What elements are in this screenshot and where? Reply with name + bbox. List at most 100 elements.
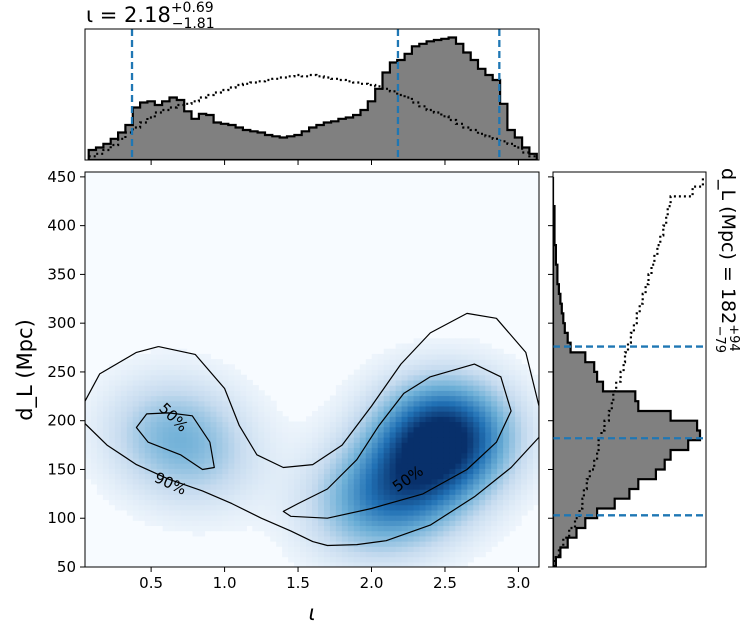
heatmap-cell — [389, 369, 397, 376]
heatmap-cell — [395, 452, 403, 459]
heatmap-cell — [389, 457, 397, 464]
heatmap-cell — [341, 421, 349, 428]
heatmap-cell — [431, 499, 439, 506]
heatmap-cell — [365, 442, 373, 449]
heatmap-cell — [138, 478, 146, 485]
heatmap-cell — [437, 530, 445, 537]
heatmap-cell — [479, 343, 486, 350]
heatmap-cell — [144, 509, 152, 516]
heatmap-cell — [108, 400, 116, 407]
heatmap-cell — [174, 385, 182, 391]
heatmap-cell — [252, 489, 259, 495]
heatmap-cell — [443, 374, 450, 381]
heatmap-cell — [198, 374, 206, 381]
heatmap-cell — [180, 442, 188, 449]
heatmap-cell — [270, 515, 277, 521]
heatmap-cell — [329, 489, 337, 495]
heatmap-cell — [437, 338, 445, 345]
heatmap-cell — [132, 416, 140, 423]
heatmap-cell — [168, 390, 176, 397]
heatmap-cell — [300, 515, 307, 521]
heatmap-cell — [186, 437, 194, 443]
heatmap-cell — [347, 431, 355, 438]
heatmap-cell — [138, 515, 146, 521]
heatmap-cell — [509, 364, 516, 371]
heatmap-cell — [246, 437, 253, 443]
heatmap-cell — [138, 489, 146, 495]
heatmap-cell — [210, 385, 218, 391]
heatmap-cell — [353, 504, 361, 511]
heatmap-cell — [156, 483, 164, 490]
heatmap-cell — [96, 489, 104, 495]
heatmap-cell — [395, 530, 403, 537]
heatmap-cell — [138, 437, 146, 443]
y-tick-label: 150 — [47, 460, 76, 478]
heatmap-cell — [341, 499, 349, 506]
heatmap-cell — [180, 411, 188, 417]
heatmap-cell — [234, 499, 241, 506]
heatmap-cell — [210, 421, 218, 428]
heatmap-cell — [329, 509, 337, 516]
heatmap-cell — [282, 457, 289, 464]
heatmap-cell — [288, 431, 295, 438]
heatmap-cell — [228, 395, 235, 402]
heatmap-cell — [413, 535, 421, 542]
heatmap-cell — [479, 499, 486, 506]
heatmap-cell — [276, 452, 283, 459]
heatmap-cell — [437, 447, 445, 454]
heatmap-cell — [174, 463, 182, 469]
heatmap-cell — [258, 437, 265, 443]
heatmap-cell — [270, 431, 277, 438]
heatmap-cell — [306, 483, 313, 490]
heatmap-cell — [437, 520, 445, 527]
heatmap-cell — [204, 421, 212, 428]
heatmap-cell — [419, 483, 427, 490]
heatmap-cell — [204, 489, 212, 495]
heatmap-cell — [431, 463, 439, 469]
heatmap-cell — [371, 509, 379, 516]
heatmap-cell — [222, 416, 229, 423]
heatmap-cell — [270, 452, 277, 459]
heatmap-cell — [371, 520, 379, 527]
heatmap-cell — [240, 421, 247, 428]
heatmap-cell — [264, 442, 271, 449]
heatmap-cell — [192, 525, 200, 532]
heatmap-cell — [401, 483, 409, 490]
heatmap-cell — [323, 541, 331, 547]
heatmap-cell — [467, 546, 474, 553]
heatmap-cell — [497, 416, 504, 423]
heatmap-cell — [377, 400, 385, 407]
heatmap-cell — [228, 447, 235, 454]
heatmap-cell — [120, 468, 128, 475]
heatmap-cell — [521, 509, 528, 516]
heatmap-cell — [288, 468, 295, 475]
heatmap-cell — [240, 525, 247, 532]
heatmap-cell — [162, 369, 170, 376]
heatmap-cell — [533, 457, 539, 464]
heatmap-cell — [491, 437, 498, 443]
heatmap-cell — [449, 546, 456, 553]
heatmap-cell — [335, 535, 343, 542]
heatmap-cell — [234, 457, 241, 464]
heatmap-cell — [288, 478, 295, 485]
heatmap-cell — [383, 463, 391, 469]
heatmap-cell — [186, 411, 194, 417]
heatmap-cell — [90, 442, 98, 449]
heatmap-cell — [180, 499, 188, 506]
heatmap-cell — [425, 395, 433, 402]
heatmap-cell — [377, 447, 385, 454]
heatmap-cell — [270, 442, 277, 449]
heatmap-cell — [234, 416, 241, 423]
heatmap-cell — [419, 411, 427, 417]
heatmap-cell — [431, 515, 439, 521]
heatmap-cell — [407, 442, 415, 449]
heatmap-cell — [359, 494, 367, 501]
heatmap-cell — [365, 426, 373, 433]
heatmap-cell — [359, 395, 367, 402]
heatmap-cell — [437, 556, 445, 563]
heatmap-cell — [258, 509, 265, 516]
heatmap-cell — [473, 390, 480, 397]
heatmap-cell — [102, 468, 110, 475]
heatmap-cell — [204, 457, 212, 464]
heatmap-cell — [228, 468, 235, 475]
